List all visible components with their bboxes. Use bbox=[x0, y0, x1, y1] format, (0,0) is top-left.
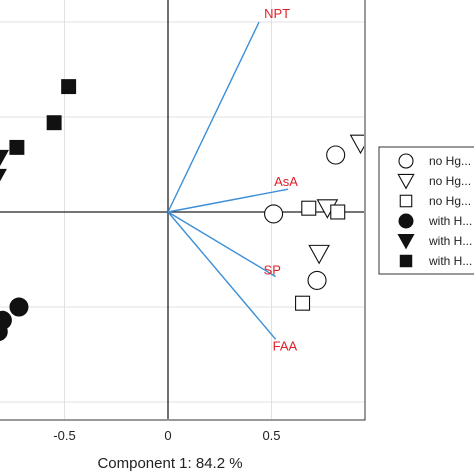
legend-label-3: with H... bbox=[428, 214, 472, 228]
point-series-3-2 bbox=[0, 322, 8, 342]
legend-marker-2 bbox=[399, 194, 413, 208]
legend-label-0: no Hg... bbox=[429, 154, 471, 168]
point-series-4-1 bbox=[0, 168, 7, 182]
legend: no Hg... no Hg... no Hg... with H... with H.… bbox=[378, 146, 474, 275]
legend-marker-0 bbox=[398, 153, 414, 169]
point-series-3-0 bbox=[9, 297, 29, 317]
point-series-2-0 bbox=[301, 200, 317, 216]
loading-vectors: NPT AsA SP FAA bbox=[167, 6, 298, 353]
point-series-1-2 bbox=[308, 244, 330, 265]
loading-vector-npt bbox=[167, 21, 260, 213]
point-series-5-1 bbox=[46, 115, 62, 131]
legend-label-5: with H... bbox=[428, 254, 472, 268]
legend-label-2: no Hg... bbox=[429, 194, 471, 208]
x-tick-labels: -0.5 0 0.5 bbox=[53, 428, 280, 443]
legend-marker-3 bbox=[398, 213, 414, 229]
loading-label-faa: FAA bbox=[273, 338, 298, 353]
point-series-0-0 bbox=[326, 145, 346, 165]
legend-label-4: with H... bbox=[428, 234, 472, 248]
legend-label-1: no Hg... bbox=[429, 174, 471, 188]
point-series-5-2 bbox=[9, 139, 25, 155]
legend-marker-5 bbox=[399, 254, 413, 268]
point-series-1-0 bbox=[349, 134, 364, 155]
legend-marker-1 bbox=[397, 173, 415, 190]
point-series-2-2 bbox=[295, 295, 311, 311]
point-series-0-2 bbox=[307, 270, 327, 290]
x-tick-label-2: 0.5 bbox=[262, 428, 280, 443]
legend-marker-4 bbox=[397, 233, 415, 250]
x-axis-title: Component 1: 84.2 % bbox=[97, 455, 242, 472]
loading-vector-sp bbox=[167, 211, 277, 278]
legend-box bbox=[378, 146, 474, 275]
loading-label-sp: SP bbox=[264, 263, 281, 278]
point-series-0-1 bbox=[264, 204, 284, 224]
x-tick-label-0: -0.5 bbox=[53, 428, 75, 443]
loading-label-asa: AsA bbox=[274, 174, 298, 189]
loading-vector-faa bbox=[167, 211, 277, 340]
point-series-4-0 bbox=[0, 149, 10, 167]
loading-label-npt: NPT bbox=[264, 6, 290, 21]
point-series-5-0 bbox=[61, 79, 77, 95]
score-points bbox=[0, 79, 364, 342]
point-series-2-1 bbox=[330, 204, 346, 220]
x-tick-label-1: 0 bbox=[164, 428, 171, 443]
loading-vector-asa bbox=[167, 188, 289, 213]
